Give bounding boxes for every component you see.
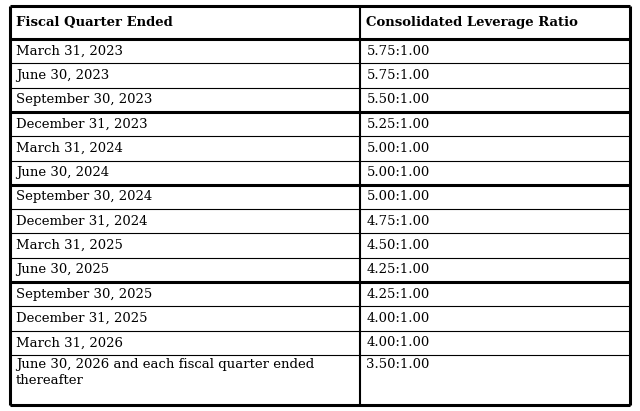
Text: March 31, 2023: March 31, 2023 (16, 45, 123, 58)
Text: June 30, 2024: June 30, 2024 (16, 166, 109, 179)
Text: 4.25:1.00: 4.25:1.00 (366, 288, 429, 301)
Text: 4.00:1.00: 4.00:1.00 (366, 336, 429, 349)
Text: March 31, 2026: March 31, 2026 (16, 336, 123, 349)
Text: September 30, 2025: September 30, 2025 (16, 288, 152, 301)
Text: June 30, 2025: June 30, 2025 (16, 263, 109, 277)
Text: 5.50:1.00: 5.50:1.00 (366, 93, 429, 106)
Text: 5.00:1.00: 5.00:1.00 (366, 190, 429, 203)
Text: 5.25:1.00: 5.25:1.00 (366, 118, 429, 131)
Text: December 31, 2024: December 31, 2024 (16, 215, 147, 228)
Text: 5.00:1.00: 5.00:1.00 (366, 142, 429, 155)
Text: 4.75:1.00: 4.75:1.00 (366, 215, 430, 228)
Text: June 30, 2023: June 30, 2023 (16, 69, 109, 82)
Text: Fiscal Quarter Ended: Fiscal Quarter Ended (16, 16, 173, 29)
Text: 3.50:1.00: 3.50:1.00 (366, 358, 430, 371)
Text: September 30, 2023: September 30, 2023 (16, 93, 152, 106)
Text: September 30, 2024: September 30, 2024 (16, 190, 152, 203)
Text: 5.75:1.00: 5.75:1.00 (366, 69, 430, 82)
Text: 4.00:1.00: 4.00:1.00 (366, 312, 429, 325)
Text: March 31, 2025: March 31, 2025 (16, 239, 123, 252)
Text: March 31, 2024: March 31, 2024 (16, 142, 123, 155)
Text: 5.75:1.00: 5.75:1.00 (366, 45, 430, 58)
Text: December 31, 2025: December 31, 2025 (16, 312, 147, 325)
Text: June 30, 2026 and each fiscal quarter ended
thereafter: June 30, 2026 and each fiscal quarter en… (16, 358, 314, 387)
Text: 4.50:1.00: 4.50:1.00 (366, 239, 429, 252)
Text: 4.25:1.00: 4.25:1.00 (366, 263, 429, 277)
Text: 5.00:1.00: 5.00:1.00 (366, 166, 429, 179)
Text: December 31, 2023: December 31, 2023 (16, 118, 148, 131)
Text: Consolidated Leverage Ratio: Consolidated Leverage Ratio (366, 16, 579, 29)
